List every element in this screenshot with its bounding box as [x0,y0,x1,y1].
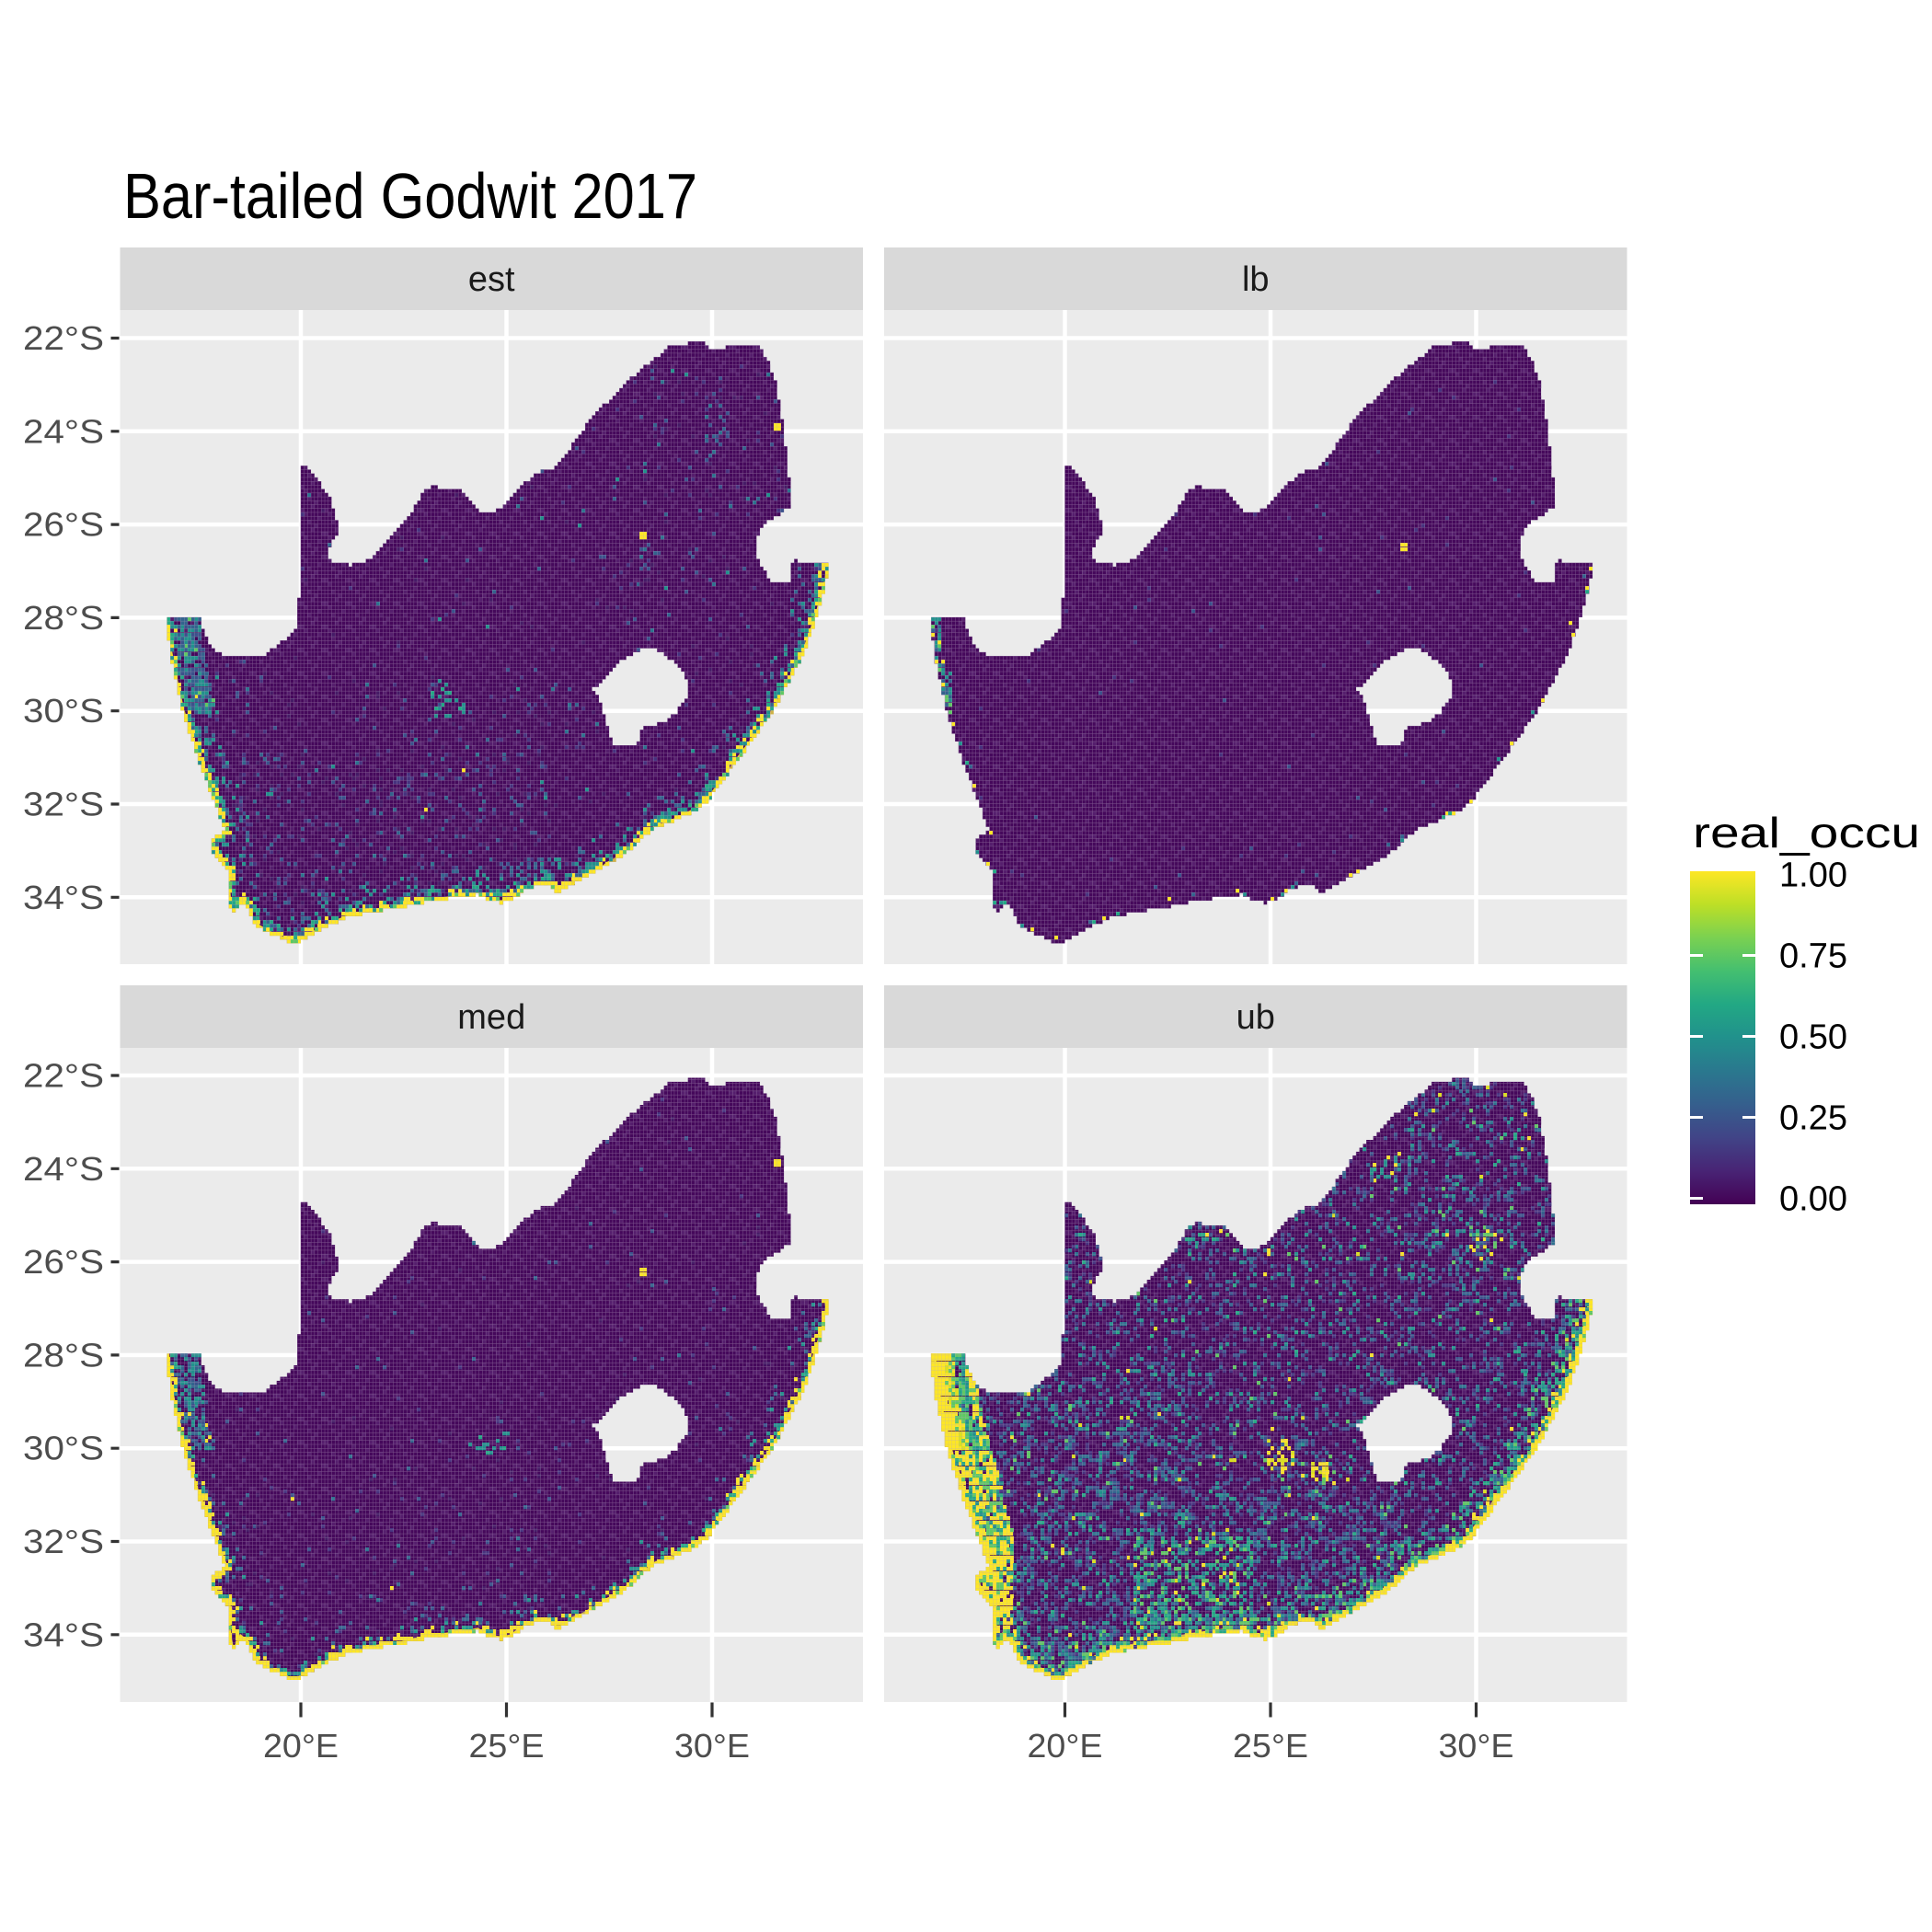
svg-text:20°E: 20°E [263,1727,339,1765]
svg-text:25°E: 25°E [469,1727,545,1765]
svg-text:34°S: 34°S [23,1616,104,1653]
svg-text:lb: lb [1242,260,1270,299]
svg-text:30°S: 30°S [23,1430,104,1467]
svg-text:26°S: 26°S [23,1243,104,1281]
svg-text:0.50: 0.50 [1779,1018,1847,1057]
svg-text:24°S: 24°S [23,412,104,450]
svg-text:30°S: 30°S [23,692,104,730]
svg-text:24°S: 24°S [23,1150,104,1188]
svg-text:1.00: 1.00 [1779,857,1847,895]
svg-text:0.00: 0.00 [1779,1180,1847,1219]
svg-text:34°S: 34°S [23,879,104,916]
svg-text:real_occu: real_occu [1693,809,1920,857]
svg-text:28°S: 28°S [23,1336,104,1374]
svg-text:28°S: 28°S [23,599,104,637]
svg-text:0.75: 0.75 [1779,937,1847,976]
svg-text:Bar-tailed Godwit 2017: Bar-tailed Godwit 2017 [123,160,697,232]
svg-text:20°E: 20°E [1028,1727,1103,1765]
svg-text:32°S: 32°S [23,1523,104,1560]
svg-text:22°S: 22°S [23,319,104,357]
svg-text:est: est [468,260,515,299]
svg-text:32°S: 32°S [23,786,104,823]
svg-text:ub: ub [1236,998,1275,1037]
svg-text:30°E: 30°E [1439,1727,1514,1765]
svg-text:med: med [457,998,525,1037]
svg-text:0.25: 0.25 [1779,1099,1847,1138]
svg-text:22°S: 22°S [23,1057,104,1095]
svg-text:25°E: 25°E [1233,1727,1308,1765]
svg-text:26°S: 26°S [23,506,104,544]
svg-text:30°E: 30°E [674,1727,750,1765]
